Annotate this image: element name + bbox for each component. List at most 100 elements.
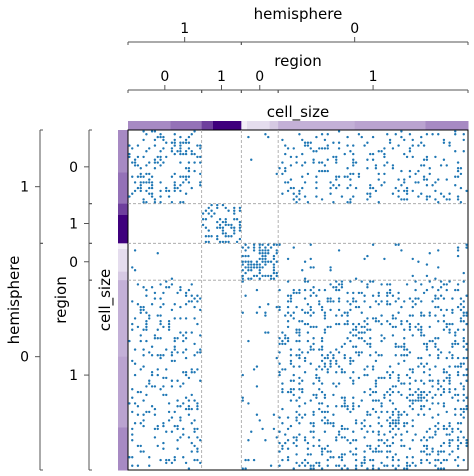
edge-point: [329, 456, 332, 459]
edge-point: [244, 458, 247, 462]
edge-point: [425, 348, 429, 351]
edge-point: [340, 283, 344, 286]
edge-point: [179, 152, 182, 156]
edge-point: [176, 399, 179, 402]
edge-point: [309, 266, 312, 269]
edge-point: [377, 376, 380, 380]
edge-point: [411, 402, 414, 405]
edge-point: [224, 235, 227, 238]
edge-point: [139, 422, 142, 425]
edge-point: [417, 297, 420, 300]
edge-point: [298, 198, 301, 201]
edge-point: [422, 450, 426, 453]
edge-point: [405, 198, 409, 201]
edge-point: [360, 351, 363, 354]
edge-point: [255, 385, 259, 388]
edge-point: [394, 467, 397, 470]
edge-point: [281, 444, 284, 448]
colorbar-segment: [118, 215, 128, 244]
edge-point: [337, 184, 341, 187]
edge-point: [465, 342, 468, 346]
edge-point: [377, 467, 380, 470]
edge-point: [255, 263, 259, 266]
edge-point: [335, 348, 338, 351]
edge-point: [374, 379, 378, 382]
edge-point: [354, 277, 358, 280]
edge-point: [462, 416, 465, 419]
edge-point: [323, 328, 327, 331]
edge-point: [337, 430, 341, 433]
edge-point: [357, 354, 361, 357]
tick-label: 1: [69, 368, 78, 384]
edge-point: [190, 368, 193, 371]
edge-point: [153, 413, 157, 416]
edge-point: [196, 405, 199, 408]
edge-point: [377, 294, 380, 297]
edge-point: [261, 266, 264, 269]
edge-point: [139, 339, 142, 343]
edge-point: [323, 331, 327, 334]
edge-point: [465, 243, 468, 246]
edge-point: [422, 413, 426, 416]
edge-point: [153, 138, 157, 142]
edge-point: [150, 195, 154, 198]
tick-label: 1: [180, 21, 189, 37]
edge-point: [394, 325, 397, 329]
edge-point: [394, 186, 397, 190]
edge-point: [184, 317, 188, 320]
edge-point: [360, 464, 363, 467]
edge-point: [131, 175, 134, 178]
edge-point: [286, 257, 290, 261]
edge-point: [159, 314, 162, 317]
edge-point: [312, 393, 315, 397]
edge-point: [301, 388, 304, 391]
left-colorbar-label: cell_size: [96, 269, 115, 331]
edge-point: [442, 195, 446, 198]
edge-point: [292, 317, 295, 320]
edge-point: [335, 178, 338, 181]
edge-point: [284, 368, 287, 371]
edge-point: [284, 342, 287, 346]
edge-point: [148, 351, 151, 354]
edge-point: [199, 172, 202, 176]
edge-point: [131, 456, 134, 459]
tick-label: 1: [69, 217, 78, 233]
edge-point: [281, 172, 284, 176]
edge-point: [323, 416, 327, 419]
edge-point: [315, 325, 318, 329]
edge-point: [301, 175, 304, 178]
edge-point: [456, 444, 460, 448]
edge-point: [394, 342, 397, 346]
edge-point: [391, 419, 395, 422]
edge-point: [244, 254, 247, 258]
edge-point: [377, 422, 380, 425]
edge-point: [397, 413, 400, 416]
edge-point: [420, 314, 423, 317]
edge-point: [417, 365, 420, 368]
edge-point: [445, 283, 448, 286]
edge-point: [139, 167, 142, 170]
edge-point: [329, 351, 332, 354]
edge-point: [462, 320, 465, 323]
edge-point: [428, 252, 431, 255]
edge-point: [326, 371, 329, 374]
edge-point: [451, 356, 454, 360]
edge-point: [323, 396, 327, 399]
edge-point: [374, 450, 378, 453]
edge-point: [454, 339, 457, 343]
edge-point: [456, 328, 460, 331]
edge-point: [298, 328, 301, 331]
edge-point: [320, 337, 324, 340]
edge-point: [309, 345, 312, 348]
edge-point: [148, 456, 151, 459]
left-hemisphere-label: hemisphere: [5, 256, 23, 345]
edge-point: [451, 450, 454, 453]
edge-point: [173, 172, 176, 176]
edge-point: [400, 249, 403, 252]
edge-point: [462, 150, 465, 153]
colorbar-segment: [128, 121, 171, 130]
edge-point: [451, 430, 454, 433]
edge-point: [357, 172, 361, 176]
edge-point: [352, 144, 355, 147]
edge-point: [386, 439, 389, 442]
